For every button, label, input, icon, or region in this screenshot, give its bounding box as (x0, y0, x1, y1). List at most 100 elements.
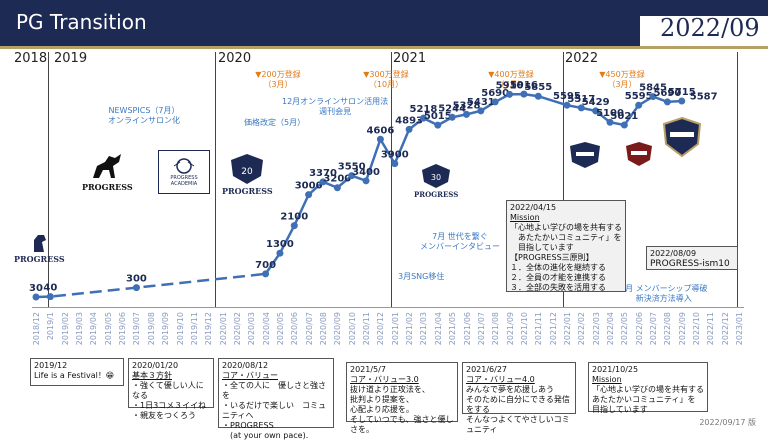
data-point (463, 110, 470, 118)
knight-icon (34, 235, 47, 252)
box-line: (at your own pace). (222, 431, 309, 440)
box-line: ・全ての人に 優しさと強さを (222, 381, 326, 400)
data-point (635, 101, 643, 109)
data-point (305, 191, 313, 199)
progress-logo-pegasus: PROGRESS (82, 152, 133, 192)
data-point (333, 184, 341, 192)
box-title: コア・バリュー3.0 (350, 375, 419, 384)
shield-logo-3 (662, 116, 702, 158)
data-point (563, 101, 571, 109)
box-title: Mission (592, 375, 622, 384)
crest-20-text: 20 (242, 167, 254, 177)
note-line: 週刊会見 (319, 107, 352, 116)
progress-logo-knight: PROGRESS (14, 232, 65, 264)
year-2021: 2021 (393, 51, 427, 66)
note-box-2021-06: 2021/6/27 コア・バリュー4.0 みんなで夢を応援しあう そのために自分… (462, 362, 576, 434)
box-title: コア・バリュー (222, 371, 278, 380)
data-label: 3400 (352, 167, 380, 178)
data-label: 5429 (582, 97, 610, 108)
year-2020: 2020 (218, 51, 252, 66)
milestone-month: （7月） (496, 80, 526, 89)
data-label: 2100 (280, 212, 308, 223)
data-point (649, 93, 657, 101)
note-newspics: NEWSPICS（7月） オンラインサロン化 (108, 106, 180, 126)
data-point (592, 107, 600, 115)
data-label: 4606 (366, 125, 394, 136)
data-label: 5845 (639, 83, 667, 94)
data-point (419, 114, 427, 122)
milestone-200: ▼200万登録 （3月） (248, 70, 308, 90)
box-line: 抜け道より正攻法を、 (350, 385, 430, 394)
data-point (262, 270, 270, 278)
data-label: 700 (255, 260, 276, 271)
logo-text: PROGRESS ACADEMIA (170, 175, 198, 187)
box-title: Mission (510, 213, 540, 222)
note-sng: 3月SNG移住 (398, 272, 445, 281)
box-line: 【PROGRESS三原則】 (510, 253, 594, 262)
series-line-dashed (35, 272, 266, 299)
x-axis (32, 307, 744, 308)
data-point (506, 90, 514, 98)
data-label: 300 (126, 274, 147, 285)
date-tab (640, 16, 768, 46)
box-date: 2020/01/20 (132, 361, 179, 370)
box-title: コア・バリュー4.0 (466, 375, 535, 384)
data-label: 30 (29, 283, 43, 294)
milestone-month: （3月） (607, 80, 637, 89)
crest-30-text: 30 (431, 173, 441, 182)
data-label: 5015 (424, 111, 452, 122)
note-salon: 12月オンラインサロン活用法 週刊会見 (282, 97, 388, 117)
logo-text: PROGRESS (414, 190, 459, 199)
crest-30-icon: 30 (422, 164, 451, 188)
box-line: ２．全員の才能を連携する (510, 273, 606, 282)
data-label: 5690 (653, 88, 681, 99)
box-line: １．全体の進化を継続する (510, 263, 606, 272)
data-label: 3200 (323, 174, 351, 185)
data-point (376, 135, 384, 143)
data-point (32, 293, 40, 301)
data-label: 5595 (553, 91, 581, 102)
box-line: 批判より提案を、 (350, 395, 414, 404)
data-point (348, 172, 356, 180)
note-line: 12月オンラインサロン活用法 (282, 97, 389, 106)
note-generation: 7月 世代を繋ぐ メンバーインタビュー (420, 232, 500, 252)
milestone-label: ▼400万登録 (488, 70, 534, 79)
box-title: PROGRESS-ism10 (650, 259, 730, 269)
data-point (405, 125, 413, 133)
data-label: 3900 (381, 150, 409, 161)
year-2018: 2018 (14, 51, 48, 66)
data-label: 3000 (295, 181, 323, 192)
milestone-label: ▼200万登録 (255, 70, 301, 79)
data-point (276, 249, 284, 257)
data-point (290, 222, 298, 230)
data-label: 5855 (524, 82, 552, 93)
year-separator (563, 52, 564, 308)
box-date: 2021/5/7 (350, 365, 386, 374)
box-line: ３．全部の失敗を活用する (510, 283, 606, 292)
data-point (434, 121, 442, 129)
box-date: 2021/6/27 (466, 365, 508, 374)
note-box-2022-08: 2022/08/09 PROGRESS-ism10 (646, 246, 738, 270)
box-date: 2022/04/15 (510, 203, 557, 212)
data-label: 5218 (410, 104, 438, 115)
data-point (678, 97, 686, 105)
data-label: 3370 (309, 168, 337, 179)
note-line: メンバーインタビュー (420, 242, 500, 251)
note-box-2020-01: 2020/01/20 基本３方針 ・強くて優しい人になる ・1日3コメ３イイね … (128, 358, 214, 420)
box-line: ・いるだけで楽しい コミュニティへ (222, 401, 326, 420)
year-separator (215, 52, 216, 308)
data-label: 5715 (668, 87, 696, 98)
box-line: 「心地よい学びの場を共有する (592, 385, 704, 394)
progress-30-logo: 30 PROGRESS (414, 162, 458, 199)
milestone-month: （3月） (263, 80, 293, 89)
box-date: 2021/10/25 (592, 365, 639, 374)
milestone-label: ▼450万登録 (599, 70, 645, 79)
date-label: 2022/09 (660, 14, 760, 42)
data-point (606, 118, 614, 126)
data-point (491, 98, 499, 106)
data-point (132, 284, 140, 292)
note-line: 7月 世代を繋ぐ (432, 232, 488, 241)
year-2019: 2019 (54, 51, 88, 66)
milestone-400: ▼400万登録 （7月） (481, 70, 541, 90)
note-line: NEWSPICS（7月） (108, 106, 180, 115)
